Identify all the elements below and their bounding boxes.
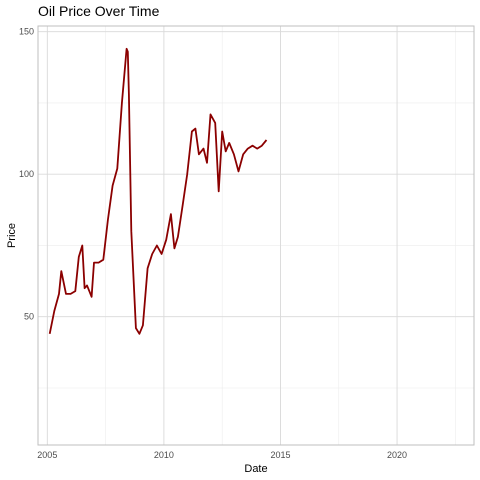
- y-axis-title: Price: [6, 223, 18, 248]
- grid: [38, 26, 474, 445]
- tick-labels: 2005 2010 2015 2020 50 100 150: [19, 27, 407, 460]
- y-tick-label: 50: [24, 312, 34, 322]
- price-series-line: [48, 47, 268, 335]
- x-tick-label: 2005: [37, 450, 57, 460]
- x-axis-title: Date: [244, 463, 267, 475]
- chart-title: Oil Price Over Time: [38, 3, 160, 19]
- y-tick-label: 150: [19, 27, 34, 37]
- x-tick-label: 2020: [387, 450, 407, 460]
- y-tick-label: 100: [19, 169, 34, 179]
- x-tick-label: 2015: [270, 450, 290, 460]
- x-tick-label: 2010: [154, 450, 174, 460]
- plot-panel: [37, 25, 475, 446]
